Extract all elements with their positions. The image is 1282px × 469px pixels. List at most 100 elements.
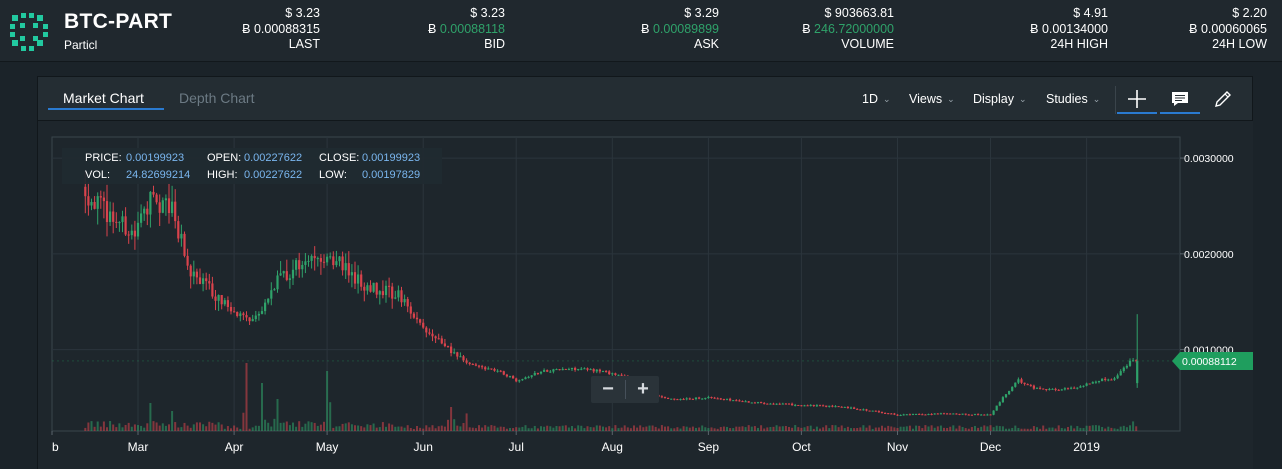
volume-bar: [372, 423, 375, 431]
views-dropdown[interactable]: Views ⌄: [909, 92, 955, 106]
candle-body: [1116, 375, 1119, 379]
candle-body: [977, 414, 980, 416]
candle-body: [865, 409, 868, 411]
candle-body: [741, 401, 744, 403]
volume-bar: [598, 425, 601, 431]
comment-button[interactable]: [1160, 86, 1200, 114]
volume-bar: [403, 427, 406, 431]
volume-bar: [868, 425, 871, 431]
candle-body: [105, 201, 109, 223]
candle-body: [598, 369, 601, 372]
zoom-controls: − +: [591, 376, 659, 403]
volume-bar: [574, 428, 577, 431]
candle-body: [233, 311, 236, 313]
candle-body: [809, 404, 812, 406]
volume-bar: [592, 427, 595, 431]
candle-body: [446, 346, 450, 348]
volume-bar: [1039, 428, 1042, 431]
candle-body: [192, 271, 195, 277]
candle-body: [406, 299, 409, 307]
volume-bar: [760, 425, 763, 431]
volume-bar: [1063, 428, 1066, 431]
volume-bar: [977, 427, 980, 431]
volume-bar: [871, 428, 874, 431]
candle-body: [493, 368, 496, 371]
tab-market-chart[interactable]: Market Chart: [63, 90, 144, 106]
current-price-tag: [1172, 351, 1253, 370]
candle-body: [1107, 379, 1110, 381]
volume-bar: [533, 425, 536, 431]
volume-bar: [329, 402, 332, 431]
volume-bar: [326, 371, 329, 431]
volume-bar: [360, 426, 363, 431]
zoom-in-button[interactable]: +: [626, 376, 660, 403]
volume-bar: [921, 428, 924, 431]
candle-body: [614, 373, 617, 375]
candle-body: [384, 285, 388, 296]
x-tick-label: Jun: [414, 440, 433, 454]
candle-body: [1017, 379, 1020, 383]
candle-body: [915, 413, 918, 415]
volume-bar: [273, 418, 276, 431]
volume-bar: [161, 423, 164, 431]
volume-bar: [437, 426, 440, 431]
candle-body: [744, 401, 747, 403]
crosshair-button[interactable]: [1117, 86, 1157, 114]
volume-bar: [378, 427, 381, 431]
crosshair-icon: [1128, 90, 1146, 108]
draw-button[interactable]: [1203, 86, 1243, 114]
volume-bar: [137, 425, 139, 431]
volume-bar: [803, 427, 806, 431]
volume-bar: [983, 425, 986, 431]
volume-bar: [713, 428, 716, 431]
candle-body: [899, 414, 902, 416]
candle-body: [381, 291, 384, 296]
candle-body: [93, 202, 96, 209]
volume-bar: [850, 428, 852, 431]
candle-body: [567, 369, 570, 371]
volume-bar: [1054, 428, 1057, 431]
stat-usd: $ 3.29: [684, 6, 719, 20]
candle-body: [394, 297, 397, 299]
display-dropdown[interactable]: Display ⌄: [973, 92, 1027, 106]
candle-body: [958, 413, 961, 415]
interval-dropdown[interactable]: 1D ⌄: [862, 92, 891, 106]
vol-label: VOL:: [85, 169, 111, 181]
tab-depth-chart[interactable]: Depth Chart: [179, 90, 255, 106]
volume-bar: [195, 422, 198, 431]
candle-body: [260, 311, 264, 314]
candle-body: [589, 369, 592, 371]
candle-body: [1004, 394, 1008, 398]
volume-bar: [226, 426, 229, 431]
volume-bar: [350, 424, 353, 431]
btc-symbol: Ƀ: [1030, 21, 1039, 36]
volume-bar: [335, 426, 338, 431]
candle-body: [366, 285, 369, 291]
studies-dropdown[interactable]: Studies ⌄: [1046, 92, 1100, 106]
candle-body: [245, 315, 248, 318]
stat-usd: $ 3.23: [285, 6, 320, 20]
volume-bar: [400, 426, 403, 431]
candle-body: [970, 414, 973, 416]
candle-body: [983, 414, 986, 416]
candle-body: [1104, 378, 1107, 380]
candle-body: [453, 352, 456, 354]
candle-body: [772, 403, 775, 405]
x-tick-label: Sep: [698, 440, 720, 454]
stat-label: ASK: [693, 37, 719, 51]
candle-body: [422, 322, 425, 328]
x-tick-label: Aug: [602, 440, 623, 454]
candle-body: [155, 194, 158, 203]
zoom-out-button[interactable]: −: [591, 376, 625, 403]
candle-body: [667, 397, 670, 399]
volume-bar: [998, 426, 1001, 431]
stat-btc: Ƀ 246.72000000: [714, 22, 894, 38]
volume-bar: [381, 422, 384, 431]
volume-bar: [1132, 421, 1135, 431]
candle-body: [1023, 382, 1026, 385]
price-value: 0.00199923: [126, 152, 185, 164]
candle-body: [884, 412, 887, 414]
candle-body: [874, 410, 877, 412]
volume-bar: [133, 424, 136, 431]
volume-bar: [738, 426, 741, 431]
